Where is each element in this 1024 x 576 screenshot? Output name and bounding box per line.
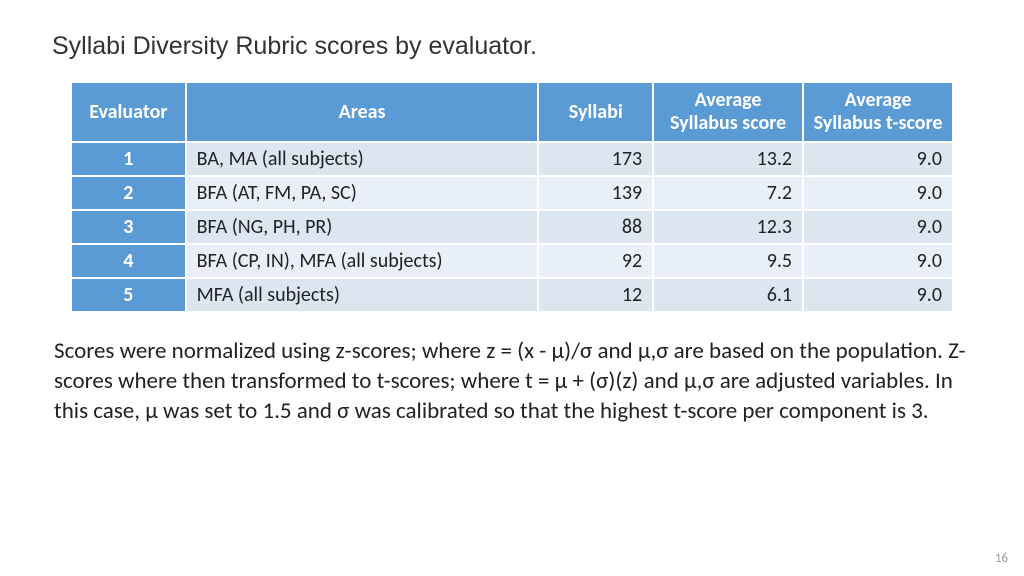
cell-syllabi: 139 — [538, 176, 653, 210]
cell-syllabi: 88 — [538, 210, 653, 244]
cell-avg-t: 9.0 — [803, 210, 953, 244]
th-evaluator: Evaluator — [71, 82, 186, 142]
th-areas: Areas — [186, 82, 539, 142]
cell-areas: BA, MA (all subjects) — [186, 142, 539, 176]
cell-avg-score: 6.1 — [653, 278, 803, 312]
table-row: 2 BFA (AT, FM, PA, SC) 139 7.2 9.0 — [71, 176, 953, 210]
cell-evaluator: 4 — [71, 244, 186, 278]
table-row: 4 BFA (CP, IN), MFA (all subjects) 92 9.… — [71, 244, 953, 278]
scores-table-wrap: Evaluator Areas Syllabi Average Syllabus… — [70, 81, 954, 313]
cell-syllabi: 92 — [538, 244, 653, 278]
cell-evaluator: 1 — [71, 142, 186, 176]
cell-avg-score: 7.2 — [653, 176, 803, 210]
page-title: Syllabi Diversity Rubric scores by evalu… — [52, 32, 972, 61]
th-avg-score: Average Syllabus score — [653, 82, 803, 142]
th-syllabi: Syllabi — [538, 82, 653, 142]
cell-evaluator: 5 — [71, 278, 186, 312]
cell-syllabi: 173 — [538, 142, 653, 176]
table-row: 3 BFA (NG, PH, PR) 88 12.3 9.0 — [71, 210, 953, 244]
cell-avg-t: 9.0 — [803, 244, 953, 278]
cell-avg-t: 9.0 — [803, 278, 953, 312]
cell-areas: BFA (NG, PH, PR) — [186, 210, 539, 244]
table-row: 1 BA, MA (all subjects) 173 13.2 9.0 — [71, 142, 953, 176]
th-avg-t: Average Syllabus t-score — [803, 82, 953, 142]
cell-avg-t: 9.0 — [803, 142, 953, 176]
slide: Syllabi Diversity Rubric scores by evalu… — [0, 0, 1024, 576]
page-number: 16 — [995, 551, 1008, 566]
cell-areas: MFA (all subjects) — [186, 278, 539, 312]
scores-table: Evaluator Areas Syllabi Average Syllabus… — [70, 81, 954, 313]
cell-evaluator: 2 — [71, 176, 186, 210]
table-row: 5 MFA (all subjects) 12 6.1 9.0 — [71, 278, 953, 312]
table-header-row: Evaluator Areas Syllabi Average Syllabus… — [71, 82, 953, 142]
cell-syllabi: 12 — [538, 278, 653, 312]
cell-avg-score: 12.3 — [653, 210, 803, 244]
cell-avg-score: 13.2 — [653, 142, 803, 176]
cell-avg-score: 9.5 — [653, 244, 803, 278]
explanation-text: Scores were normalized using z-scores; w… — [54, 337, 970, 427]
table-body: 1 BA, MA (all subjects) 173 13.2 9.0 2 B… — [71, 142, 953, 312]
cell-avg-t: 9.0 — [803, 176, 953, 210]
cell-areas: BFA (CP, IN), MFA (all subjects) — [186, 244, 539, 278]
cell-areas: BFA (AT, FM, PA, SC) — [186, 176, 539, 210]
cell-evaluator: 3 — [71, 210, 186, 244]
